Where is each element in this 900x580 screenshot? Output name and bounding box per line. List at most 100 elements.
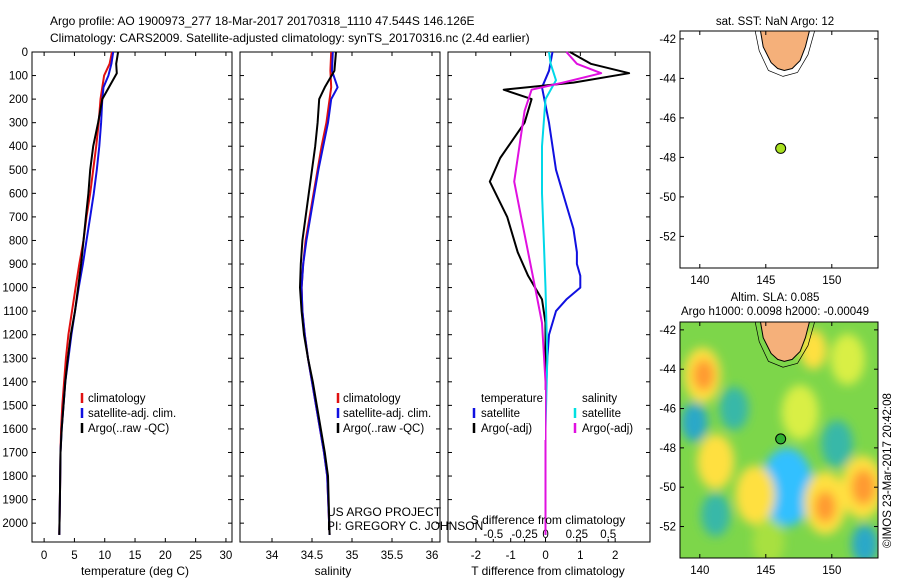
series-line-argo-raw-qc- — [58, 51, 120, 535]
land-mass — [759, 322, 810, 362]
heatmap-anomaly — [781, 384, 819, 440]
heatmap-anomaly — [800, 329, 827, 370]
series-line-t-satellite — [541, 51, 582, 535]
legend-label: Argo(..raw -QC) — [343, 423, 424, 435]
heatmap-anomaly — [814, 491, 836, 523]
y-tick-label: 1200 — [2, 330, 28, 342]
x-tick-label: 30 — [220, 550, 233, 562]
plot-frame — [31, 51, 233, 543]
x-tick-label: 145 — [756, 275, 775, 287]
y-tick-label: 0 — [22, 47, 28, 59]
legend-label: climatology — [343, 393, 401, 405]
y-tick-label: -48 — [659, 152, 676, 164]
sst-map-panel: -42 -44 -46 -48 -50 -52 140 145 150 — [659, 30, 879, 287]
y-tick-label: -42 — [659, 325, 676, 337]
y-tick-label: 700 — [9, 212, 28, 224]
project-label: US ARGO PROJECT — [327, 505, 442, 519]
s-tick-label: 0 — [542, 529, 548, 541]
y-tick-label: 1300 — [2, 353, 28, 365]
y-tick-label: 400 — [9, 141, 28, 153]
series-line-argo-raw-qc- — [299, 51, 337, 535]
heatmap-anomaly — [760, 447, 814, 527]
x-tick-label: -1 — [506, 550, 516, 562]
heatmap-anomaly — [697, 434, 735, 490]
sla-map-title-line2: Argo h1000: 0.0098 h2000: -0.00049 — [681, 306, 869, 318]
legend-label: salinity — [582, 393, 617, 405]
x-tick-label: 36 — [426, 550, 439, 562]
shelf-contour — [754, 322, 815, 368]
plot-frame — [239, 51, 441, 543]
y-tick-label: 200 — [9, 94, 28, 106]
x-tick-label: 25 — [189, 550, 202, 562]
y-tick-label: -44 — [659, 364, 676, 376]
y-tick-label: 1100 — [3, 306, 28, 318]
x-tick-label: 0 — [41, 550, 47, 562]
series-line-s-argo — [513, 51, 603, 535]
difference-xlabel-top: S difference from climatology — [471, 513, 626, 527]
x-tick-label: 35 — [346, 550, 359, 562]
salinity-legend: climatology satellite-adj. clim. Argo(..… — [336, 393, 431, 435]
heatmap-anomaly — [752, 518, 785, 558]
y-tick-label: 300 — [9, 118, 28, 130]
legend-bg — [465, 390, 545, 440]
y-tick-label: 1600 — [2, 424, 28, 436]
sla-map-panel: -42 -44 -46 -48 -50 -52 140 145 150 — [659, 321, 879, 577]
series-line-t-argo — [488, 51, 631, 535]
temperature-panel: 0100200300400500600700800900100011001200… — [2, 47, 233, 562]
x-tick-label: 34 — [266, 550, 279, 562]
heatmap-anomaly — [735, 465, 776, 525]
legend-label: Argo(-adj) — [481, 423, 532, 435]
land-mass — [759, 31, 810, 72]
x-tick-label: 5 — [71, 550, 77, 562]
x-tick-label: 0 — [542, 550, 548, 562]
sla-map-title-line1: Altim. SLA: 0.085 — [731, 292, 820, 304]
y-tick-label: 1800 — [2, 471, 28, 483]
difference-xlabel: T difference from climatology — [471, 564, 625, 578]
argo-float-marker — [775, 433, 787, 445]
salinity-panel: 34 34.5 35 35.5 36 — [239, 51, 441, 562]
figure-title-line1: Argo profile: AO 1900973_277 18-Mar-2017… — [50, 14, 475, 28]
y-tick-label: 500 — [9, 165, 28, 177]
temperature-legend: climatology satellite-adj. clim. Argo(..… — [80, 393, 176, 435]
y-tick-label: 900 — [9, 259, 28, 271]
y-tick-label: -52 — [659, 522, 676, 534]
s-tick-label: 0.25 — [566, 529, 588, 541]
pi-label: PI: GREGORY C. JOHNSON — [327, 519, 483, 533]
series-line-satellite-adj-clim- — [300, 51, 339, 535]
y-tick-label: 600 — [9, 188, 28, 200]
s-tick-label: 0.5 — [600, 529, 616, 541]
legend-label: climatology — [88, 393, 146, 405]
y-tick-label: 1900 — [2, 495, 28, 507]
legend-label: Argo(..raw -QC) — [88, 423, 169, 435]
plot-frame — [679, 30, 879, 269]
figure-title-line2: Climatology: CARS2009. Satellite-adjuste… — [50, 31, 530, 45]
argo-float-marker — [775, 142, 787, 154]
s-tick-label: -0.5 — [483, 529, 503, 541]
plot-frame — [679, 321, 879, 559]
y-tick-label: -46 — [659, 113, 676, 125]
y-tick-label: -50 — [659, 482, 676, 494]
legend-label: satellite-adj. clim. — [343, 408, 431, 420]
heatmap-anomalies — [681, 329, 878, 558]
y-tick-label: 1700 — [2, 447, 28, 459]
y-tick-label: -44 — [659, 73, 676, 85]
y-tick-label: -42 — [659, 34, 676, 46]
heatmap-anomaly — [830, 333, 865, 385]
salinity-xlabel: salinity — [315, 564, 352, 578]
y-tick-label: 1400 — [2, 377, 28, 389]
x-tick-label: 34.5 — [301, 550, 323, 562]
difference-panel: -2 -1 0 1 2 -0.5 -0.25 0 0.25 0.5 — [447, 51, 651, 562]
series-line-climatology — [58, 51, 113, 535]
x-tick-label: 20 — [159, 550, 172, 562]
heatmap-anomaly — [681, 402, 708, 442]
y-tick-label: -46 — [659, 404, 676, 416]
legend-label: satellite — [481, 408, 520, 420]
y-tick-label: 100 — [9, 71, 28, 83]
y-tick-label: 1500 — [2, 400, 28, 412]
difference-legend: temperature satellite Argo(-adj) salinit… — [465, 390, 633, 440]
y-tick-label: 2000 — [2, 518, 28, 530]
legend-label: temperature — [481, 393, 543, 405]
x-tick-label: 15 — [129, 550, 142, 562]
x-tick-label: 140 — [690, 275, 709, 287]
